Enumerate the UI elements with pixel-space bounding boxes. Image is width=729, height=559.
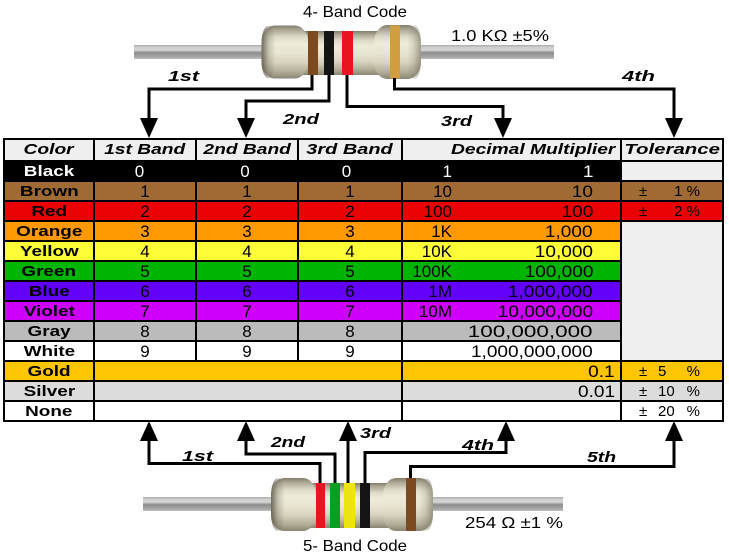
svg-text:3rd: 3rd <box>360 425 392 442</box>
svg-text:4th: 4th <box>621 68 655 85</box>
svg-text:1st: 1st <box>168 68 200 85</box>
svg-text:254 Ω ±1 %: 254 Ω ±1 % <box>465 515 563 532</box>
svg-text:2nd: 2nd <box>270 434 306 451</box>
svg-text:1.0 KΩ ±5%: 1.0 KΩ ±5% <box>451 28 549 45</box>
svg-text:4- Band Code: 4- Band Code <box>303 4 407 21</box>
svg-text:5th: 5th <box>587 449 616 466</box>
svg-text:5- Band Code: 5- Band Code <box>303 538 407 555</box>
svg-text:3rd: 3rd <box>441 113 473 130</box>
svg-text:1st: 1st <box>182 448 214 465</box>
svg-text:2nd: 2nd <box>282 111 320 128</box>
svg-text:4th: 4th <box>461 437 494 454</box>
